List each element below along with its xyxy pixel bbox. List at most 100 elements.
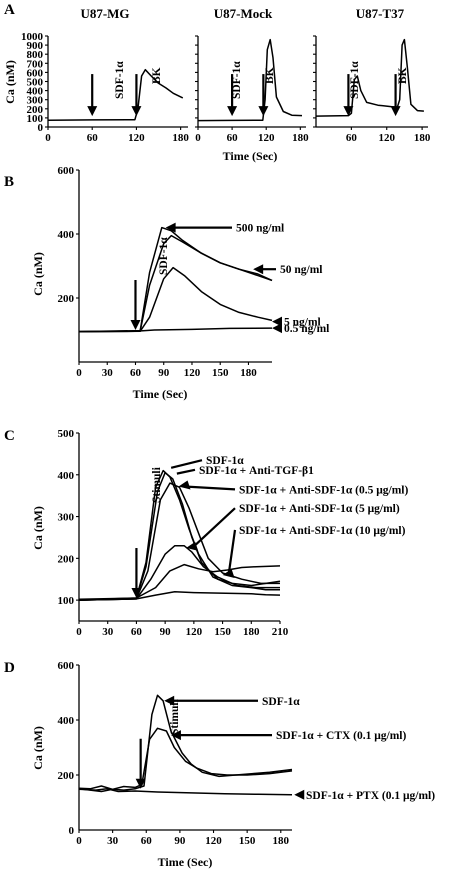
panel-d-series-0-label-arrowhead bbox=[164, 695, 175, 706]
panel-c-x-tick-label: 90 bbox=[160, 626, 172, 638]
panel-d-stimulus-arrowhead bbox=[135, 778, 146, 789]
panel-c-series-3-label-arrow bbox=[191, 507, 236, 549]
panel-d-plot: 0 30 60 90 120 150 180 200 400 600 0 SDF-1α SDF-1α +… bbox=[58, 660, 436, 847]
panel-c-series-4-label-arrow bbox=[227, 529, 237, 576]
panel-a1-y-tick-label: 200 bbox=[27, 104, 44, 116]
panel-b-x-tick-label: 120 bbox=[184, 367, 201, 379]
panel-c-series-line-4 bbox=[78, 591, 281, 601]
panel-b-series-1-label-arrowhead bbox=[253, 264, 264, 275]
panel-c-series-1-label-arrow bbox=[176, 468, 196, 475]
panel-a1-y-tick-label: 1000 bbox=[21, 31, 44, 43]
panel-a1-y-tick-label: 600 bbox=[27, 67, 44, 79]
panel-a2-bk-stimulus-arrowhead bbox=[258, 106, 269, 117]
panel-a1-bk-stimulus-arrowhead bbox=[131, 106, 142, 117]
panel-d-series-2-label-arrowhead bbox=[294, 789, 305, 800]
panel-b: B Ca (nM) Time (Sec) 0 30 60 90 120 150 180 200… bbox=[4, 165, 329, 401]
panel-a1-y-tick-label: 700 bbox=[27, 58, 44, 70]
panel-a3-sdf-stimulus-arrowhead bbox=[343, 106, 354, 117]
panel-d-x-tick-label: 90 bbox=[174, 835, 186, 847]
panel-b-y-tick-label: 400 bbox=[58, 229, 75, 241]
panel-c-y-tick-label: 500 bbox=[58, 428, 75, 440]
panel-a-xlabel: Time (Sec) bbox=[223, 149, 278, 163]
panel-c-series-2-label: SDF-1α + Anti-SDF-1α (0.5 μg/ml) bbox=[239, 484, 408, 496]
panel-a3-bk-stimulus-arrowhead bbox=[390, 106, 401, 117]
panel-a3-plot: 60 120 180 bbox=[313, 35, 431, 144]
panel-c-series-1-label: SDF-1α + Anti-TGF-β1 bbox=[199, 465, 314, 477]
panel-c-x-tick-label: 150 bbox=[214, 626, 231, 638]
panel-c-x-tick-label: 210 bbox=[272, 626, 289, 638]
panel-a1-series-line-0 bbox=[47, 68, 184, 121]
panel-c-stimulus-arrowhead bbox=[131, 588, 142, 599]
panel-c-series-2-label-arrow bbox=[184, 485, 236, 491]
panel-d-series-2-label: SDF-1α + PTX (0.1 μg/ml) bbox=[306, 790, 435, 802]
panel-a: A U87-MG U87-Mock U87-T37 Ca (nM) Time (… bbox=[3, 2, 431, 163]
panel-a2-x-tick-label: 60 bbox=[227, 132, 239, 144]
panel-c-x-tick-label: 30 bbox=[102, 626, 114, 638]
panel-d-y-tick-label: 400 bbox=[58, 715, 75, 727]
panel-d-y-tick-label: 200 bbox=[58, 770, 75, 782]
panel-c-series-0-label: SDF-1α bbox=[206, 455, 244, 467]
panel-b-series-1-label: 50 ng/ml bbox=[280, 264, 323, 276]
panel-c-y-tick-label: 400 bbox=[58, 470, 75, 482]
panel-a1-sdf-stimulus-arrowhead bbox=[87, 106, 98, 117]
panel-b-plot: 0 30 60 90 120 150 180 200 400 600 500 ng/ml 50 ng/… bbox=[58, 165, 330, 379]
panel-b-series-2-label: 5 ng/ml bbox=[284, 317, 321, 329]
panel-a3-series-line-0 bbox=[315, 38, 424, 117]
panel-c-series-4-label: SDF-1α + Anti-SDF-1α (10 μg/ml) bbox=[239, 525, 406, 537]
panel-c-y-tick-label: 300 bbox=[58, 512, 75, 524]
panel-d-y-tick-label: 600 bbox=[58, 660, 75, 672]
panel-a-ylabel: Ca (nM) bbox=[3, 60, 17, 104]
panel-a1-x-tick-label: 60 bbox=[87, 132, 99, 144]
panel-a3-x-tick-label: 180 bbox=[414, 132, 431, 144]
panel-a1-stim2-label: BK bbox=[151, 67, 163, 84]
panel-c-x-tick-label: 60 bbox=[131, 626, 143, 638]
panel-a1-x-tick-label: 180 bbox=[172, 132, 189, 144]
panel-d-x-tick-label: 180 bbox=[273, 835, 290, 847]
panel-c-x-tick-label: 0 bbox=[76, 626, 82, 638]
panel-a1-title: U87-MG bbox=[80, 6, 129, 21]
panel-b-series-0-label-arrowhead bbox=[165, 222, 176, 233]
panel-c-stim-label: Stimuli bbox=[151, 466, 163, 503]
panel-b-series-line-3 bbox=[78, 327, 273, 333]
panel-b-series-line-2 bbox=[78, 266, 273, 333]
panel-c-plot: 0 30 60 90 120 150 180 210 100 200 300 400 500 SDF-1α… bbox=[58, 428, 409, 638]
panel-a2-x-tick-label: 120 bbox=[258, 132, 275, 144]
panel-c-x-tick-label: 120 bbox=[186, 626, 203, 638]
panel-c-series-4-label-arrowhead bbox=[222, 569, 235, 579]
panel-d-series-line-0 bbox=[78, 694, 293, 793]
panel-c-series-2-label-arrowhead bbox=[178, 480, 191, 490]
panel-d-series-line-2 bbox=[78, 788, 293, 796]
panel-b-x-tick-label: 90 bbox=[158, 367, 170, 379]
panel-a1-x-tick-label: 0 bbox=[45, 132, 51, 144]
panel-b-letter: B bbox=[4, 174, 14, 190]
panel-c-series-line-2 bbox=[78, 482, 280, 601]
panel-b-x-tick-label: 150 bbox=[212, 367, 229, 379]
panel-d-stim-label: Stimuli bbox=[169, 698, 181, 735]
panel-d: D Ca (nM) Time (Sec) 0 30 60 90 120 150 180 200… bbox=[4, 660, 435, 869]
panel-b-series-3-label: 0.5 ng/ml bbox=[284, 323, 329, 335]
panel-a2-plot: 0 60 120 180 bbox=[195, 35, 309, 144]
panel-a1-y-tick-label: 500 bbox=[27, 77, 44, 89]
panel-d-series-1-label: SDF-1α + CTX (0.1 μg/ml) bbox=[276, 730, 407, 742]
panel-a3-stim2-label: BK bbox=[397, 67, 409, 84]
panel-b-stimulus-arrowhead bbox=[130, 320, 141, 330]
panel-c-series-3-label: SDF-1α + Anti-SDF-1α (5 μg/ml) bbox=[239, 503, 400, 515]
panel-c-series-3-label-arrowhead bbox=[186, 541, 199, 551]
panel-b-x-tick-label: 60 bbox=[130, 367, 142, 379]
panel-c-y-tick-label: 200 bbox=[58, 553, 75, 565]
panel-d-series-line-1 bbox=[78, 727, 293, 791]
panel-b-series-line-1 bbox=[78, 234, 273, 333]
panel-a2-x-tick-label: 180 bbox=[292, 132, 309, 144]
panel-c-x-tick-label: 180 bbox=[243, 626, 260, 638]
panel-c: C Ca (nM) 0 30 60 90 120 150 180 210 100 200 300 40… bbox=[4, 428, 408, 638]
panel-a-letter: A bbox=[4, 2, 15, 18]
panel-d-x-tick-label: 0 bbox=[76, 835, 82, 847]
panel-d-x-tick-label: 60 bbox=[141, 835, 153, 847]
panel-c-series-line-5 bbox=[78, 563, 281, 601]
panel-c-series-0-label-arrow bbox=[170, 459, 203, 469]
panel-b-series-line-0 bbox=[78, 226, 273, 333]
panel-b-series-3-label-arrowhead bbox=[272, 323, 282, 334]
panel-a1-y-tick-label: 300 bbox=[27, 95, 44, 107]
panel-a3-title: U87-T37 bbox=[356, 6, 405, 21]
